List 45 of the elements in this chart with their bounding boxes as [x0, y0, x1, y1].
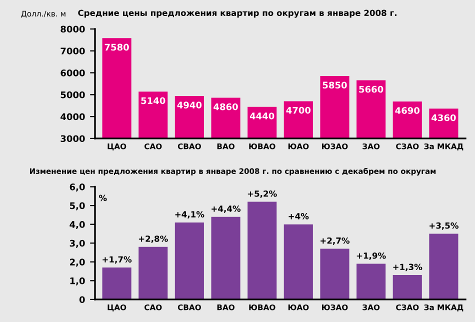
y-tick-label: 8000 — [60, 26, 85, 33]
y-tick-label: 7000 — [60, 48, 85, 54]
data-label: 5140 — [141, 97, 166, 104]
data-label: +2,8% — [138, 236, 168, 243]
data-label: 4360 — [432, 114, 456, 122]
data-label: +3,5% — [430, 222, 458, 230]
y-tick-label: 6,0 — [70, 183, 85, 192]
y-tick-label: 5000 — [60, 91, 85, 98]
y-axis-title: % — [98, 194, 107, 202]
data-label: 5850 — [322, 82, 347, 89]
data-label: +1,3% — [393, 264, 422, 272]
y-tick-label: 0 — [79, 296, 85, 304]
data-label: +4% — [288, 213, 309, 220]
data-label: +2,7% — [320, 237, 350, 245]
bar — [211, 216, 240, 300]
data-label: +5,2% — [248, 190, 277, 198]
data-label: 4940 — [177, 102, 202, 108]
bar — [138, 246, 168, 300]
y-tick-label: 5,0 — [70, 202, 85, 210]
bar — [174, 222, 204, 300]
bar — [429, 234, 458, 300]
data-label: +1,9% — [356, 252, 386, 260]
bar — [356, 264, 386, 300]
bar — [102, 268, 132, 300]
data-label: 4860 — [214, 103, 238, 110]
data-label: +4,4% — [212, 206, 241, 213]
bar — [320, 248, 350, 300]
data-label: +1,7% — [102, 256, 132, 264]
bar — [392, 275, 422, 300]
y-tick-label: 3,0 — [70, 240, 85, 248]
bar — [248, 202, 277, 300]
data-label: 5660 — [359, 86, 384, 93]
chart-title: Средние цены предложения квартир по округам в январе 2008 г. — [78, 10, 396, 18]
data-label: 4700 — [286, 106, 311, 114]
y-tick-label: 2,0 — [70, 258, 85, 267]
data-label: 7580 — [104, 44, 129, 51]
data-label: +4,1% — [175, 211, 204, 219]
data-label: 4690 — [395, 107, 420, 114]
y-tick-label: 6000 — [60, 70, 85, 76]
y-tick-label: 4000 — [60, 113, 85, 120]
y-tick-label: 3000 — [60, 135, 85, 142]
bar — [284, 224, 313, 300]
y-tick-label: 4,0 — [70, 221, 85, 230]
y-tick-label: 1,0 — [70, 277, 85, 286]
data-label: 4440 — [250, 112, 274, 120]
